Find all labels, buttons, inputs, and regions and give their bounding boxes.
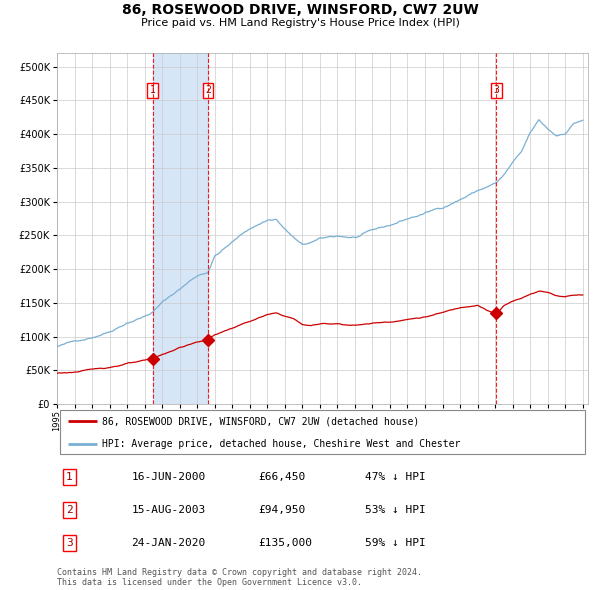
Text: 2: 2 <box>205 85 211 95</box>
Bar <box>152 53 208 404</box>
Text: £94,950: £94,950 <box>259 505 306 515</box>
Text: 59% ↓ HPI: 59% ↓ HPI <box>365 538 426 548</box>
Text: 15-AUG-2003: 15-AUG-2003 <box>131 505 206 515</box>
Text: 47% ↓ HPI: 47% ↓ HPI <box>365 472 426 482</box>
Text: 24-JAN-2020: 24-JAN-2020 <box>131 538 206 548</box>
Text: Contains HM Land Registry data © Crown copyright and database right 2024.
This d: Contains HM Land Registry data © Crown c… <box>57 568 422 587</box>
Text: 2: 2 <box>66 505 73 515</box>
FancyBboxPatch shape <box>59 410 586 454</box>
Text: 16-JUN-2000: 16-JUN-2000 <box>131 472 206 482</box>
Text: HPI: Average price, detached house, Cheshire West and Chester: HPI: Average price, detached house, Ches… <box>102 439 461 448</box>
Text: £66,450: £66,450 <box>259 472 306 482</box>
Text: 3: 3 <box>493 85 499 95</box>
Text: 86, ROSEWOOD DRIVE, WINSFORD, CW7 2UW: 86, ROSEWOOD DRIVE, WINSFORD, CW7 2UW <box>122 3 478 17</box>
Text: 86, ROSEWOOD DRIVE, WINSFORD, CW7 2UW (detached house): 86, ROSEWOOD DRIVE, WINSFORD, CW7 2UW (d… <box>102 416 419 426</box>
Text: 1: 1 <box>150 85 155 95</box>
Text: 3: 3 <box>66 538 73 548</box>
Text: 53% ↓ HPI: 53% ↓ HPI <box>365 505 426 515</box>
Text: Price paid vs. HM Land Registry's House Price Index (HPI): Price paid vs. HM Land Registry's House … <box>140 18 460 28</box>
Text: £135,000: £135,000 <box>259 538 313 548</box>
Text: 1: 1 <box>66 472 73 482</box>
